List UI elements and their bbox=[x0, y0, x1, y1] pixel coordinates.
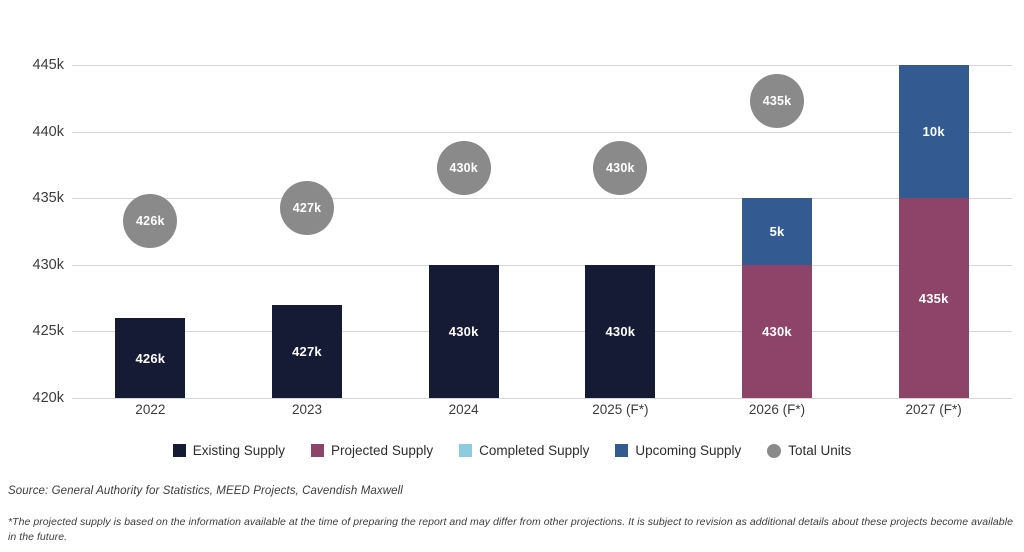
legend-label: Projected Supply bbox=[331, 443, 434, 458]
legend-label: Existing Supply bbox=[192, 443, 286, 458]
legend-item[interactable]: Upcoming Supply bbox=[615, 443, 741, 458]
bar-segment[interactable]: 430k bbox=[428, 264, 499, 398]
x-axis-tick-label: 2026 (F*) bbox=[748, 402, 806, 417]
legend-square-icon bbox=[615, 444, 629, 457]
y-axis-tick-label: 420k bbox=[32, 390, 64, 406]
total-units-bubble[interactable]: 435k bbox=[750, 74, 804, 129]
total-units-bubble[interactable]: 427k bbox=[280, 180, 334, 235]
bar-group[interactable]: 435k 10k bbox=[898, 65, 969, 398]
bar-value-label: 435k bbox=[918, 290, 949, 306]
bar-segment[interactable]: 427k bbox=[272, 304, 342, 398]
plot-area: 426k 427k 430k 430k 430k 5k 435k 10k 426k 427k 43… bbox=[72, 0, 1012, 400]
bar-group[interactable]: 427k bbox=[272, 65, 342, 398]
legend-label: Completed Supply bbox=[479, 443, 590, 458]
total-units-bubble[interactable]: 430k bbox=[593, 140, 648, 195]
total-units-bubble[interactable]: 426k bbox=[123, 194, 178, 249]
total-units-label: 430k bbox=[449, 160, 478, 175]
total-units-bubble[interactable]: 430k bbox=[436, 140, 491, 195]
gridline bbox=[72, 65, 1012, 66]
legend-item[interactable]: Total Units bbox=[767, 443, 851, 458]
total-units-label: 435k bbox=[762, 94, 792, 109]
x-axis-tick-label: 2027 (F*) bbox=[905, 402, 962, 417]
x-axis-tick-label: 2024 bbox=[448, 402, 479, 417]
bar-value-label: 10k bbox=[922, 124, 945, 140]
bar-segment[interactable]: 435k bbox=[898, 198, 969, 398]
legend-circle-icon bbox=[767, 443, 782, 458]
gridline bbox=[72, 398, 1012, 399]
bar-group[interactable]: 430k bbox=[428, 65, 499, 398]
x-axis-tick-label: 2022 bbox=[135, 402, 166, 417]
bar-group[interactable]: 430k 5k bbox=[742, 65, 812, 398]
y-axis-tick-label: 430k bbox=[32, 256, 64, 273]
y-axis-tick-label: 435k bbox=[32, 190, 64, 207]
bar-group[interactable]: 430k bbox=[585, 65, 656, 398]
legend-label: Upcoming Supply bbox=[635, 443, 742, 458]
bar-value-label: 5k bbox=[769, 223, 785, 239]
legend-item[interactable]: Completed Supply bbox=[459, 443, 589, 458]
bar-value-label: 426k bbox=[135, 350, 166, 366]
gridline bbox=[72, 131, 1012, 133]
bar-group[interactable]: 426k bbox=[115, 65, 186, 398]
legend-item[interactable]: Existing Supply bbox=[172, 443, 286, 458]
y-axis-tick-label: 440k bbox=[32, 123, 64, 140]
legend-label: Total Units bbox=[788, 443, 852, 458]
source-note: Source: General Authority for Statistics… bbox=[8, 485, 403, 497]
x-axis-tick-label: 2025 (F*) bbox=[592, 402, 649, 417]
total-units-label: 430k bbox=[606, 160, 635, 175]
bar-value-label: 430k bbox=[448, 323, 479, 339]
gridline bbox=[72, 264, 1012, 266]
chart-legend: Existing Supply Projected Supply Completed… bbox=[0, 443, 1024, 458]
bar-segment[interactable]: 426k bbox=[115, 318, 186, 398]
bar-value-label: 430k bbox=[605, 323, 636, 339]
y-axis-tick-label: 425k bbox=[32, 323, 64, 340]
total-units-label: 427k bbox=[292, 200, 322, 215]
bar-segment[interactable]: 10k bbox=[898, 65, 969, 199]
legend-square-icon bbox=[459, 444, 473, 457]
legend-square-icon bbox=[172, 444, 186, 457]
total-units-label: 426k bbox=[136, 214, 165, 229]
bar-value-label: 427k bbox=[292, 343, 322, 359]
gridline bbox=[72, 331, 1012, 333]
bar-value-label: 430k bbox=[762, 323, 792, 339]
legend-square-icon bbox=[311, 444, 325, 457]
y-axis-tick-label: 445k bbox=[32, 57, 64, 73]
bar-segment[interactable]: 430k bbox=[585, 264, 656, 398]
bar-segment[interactable]: 430k bbox=[742, 264, 812, 398]
bar-segment[interactable]: 5k bbox=[742, 198, 812, 265]
x-axis-tick-label: 2023 bbox=[291, 402, 323, 417]
legend-item[interactable]: Projected Supply bbox=[311, 443, 433, 458]
gridline bbox=[72, 198, 1012, 200]
disclaimer-note: *The projected supply is based on the in… bbox=[8, 516, 1013, 544]
